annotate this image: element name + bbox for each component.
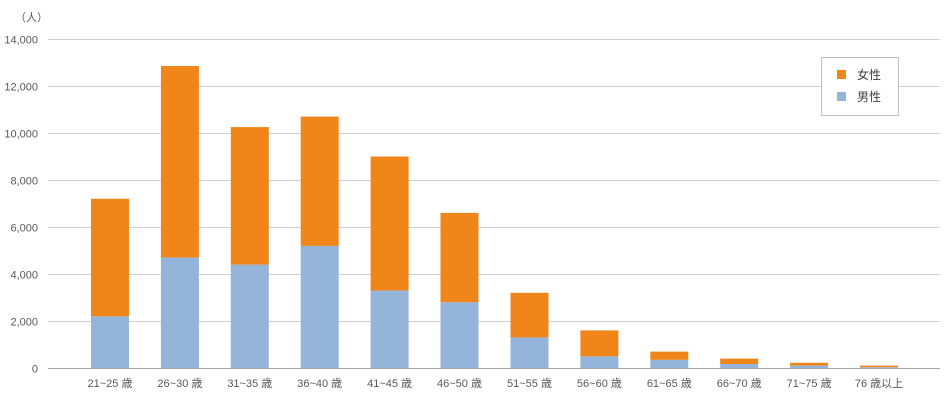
bar-segment-series-1 xyxy=(440,302,479,368)
bar-segment-series-2 xyxy=(720,358,759,364)
bar-stack xyxy=(580,330,619,369)
legend-label: 男性 xyxy=(857,90,881,104)
bar-segment-series-2 xyxy=(650,351,689,360)
bars xyxy=(91,66,898,369)
bar-segment-series-2 xyxy=(860,365,898,368)
bar-segment-series-2 xyxy=(440,212,479,303)
bar-segment-series-1 xyxy=(580,356,619,369)
y-axis-unit-label: （人） xyxy=(15,11,48,24)
bar-segment-series-2 xyxy=(580,330,619,357)
y-tick-label: 2,000 xyxy=(10,317,38,329)
legend-swatch xyxy=(837,70,846,79)
bar-segment-series-1 xyxy=(370,290,409,368)
y-tick-label: 0 xyxy=(32,364,38,376)
bar-segment-series-1 xyxy=(160,257,199,368)
bar-stack xyxy=(860,365,898,368)
bar-stack xyxy=(160,66,199,368)
x-category-label: 26~30 歳 xyxy=(157,377,202,390)
x-category-label: 21~25 歳 xyxy=(88,377,133,390)
y-tick-label: 10,000 xyxy=(4,129,38,141)
x-axis-category-labels: 21~25 歳 26~30 歳 31~35 歳 36~40 歳 41~45 歳 46~50… xyxy=(88,377,904,390)
bar-stack xyxy=(230,127,269,368)
x-category-label: 76 歳以上 xyxy=(855,377,903,390)
bar-segment-series-2 xyxy=(300,116,339,246)
legend-label: 女性 xyxy=(857,67,881,82)
bar-segment-series-2 xyxy=(91,198,129,317)
legend-swatch xyxy=(837,92,846,101)
x-category-label: 41~45 歳 xyxy=(367,377,412,390)
x-category-label: 61~65 歳 xyxy=(647,377,692,390)
x-category-label: 46~50 歳 xyxy=(437,377,482,390)
x-category-label: 36~40 歳 xyxy=(297,377,342,390)
bar-segment-series-1 xyxy=(230,264,269,368)
bar-segment-series-2 xyxy=(510,292,549,338)
bar-stack xyxy=(790,362,829,368)
y-tick-label: 4,000 xyxy=(10,270,38,282)
y-tick-label: 12,000 xyxy=(4,82,38,94)
y-tick-label: 8,000 xyxy=(10,176,38,188)
bar-stack xyxy=(650,351,689,368)
bar-segment-series-2 xyxy=(230,127,269,265)
bar-segment-series-1 xyxy=(300,245,339,368)
x-category-label: 66~70 歳 xyxy=(717,377,762,390)
bar-segment-series-1 xyxy=(510,337,549,368)
x-category-label: 31~35 歳 xyxy=(227,377,272,390)
x-category-label: 56~60 歳 xyxy=(577,377,622,390)
y-tick-label: 14,000 xyxy=(4,35,38,47)
y-tick-label: 6,000 xyxy=(10,223,38,235)
bar-segment-series-1 xyxy=(91,316,129,368)
bar-segment-series-2 xyxy=(160,66,199,258)
bar-stack xyxy=(300,116,339,368)
bar-segment-series-2 xyxy=(370,156,409,291)
y-axis-tick-labels: 0 2,000 4,000 6,000 8,000 10,000 12,000 14,000 xyxy=(4,35,38,376)
bar-segment-series-2 xyxy=(790,362,829,366)
bar-stack xyxy=(440,212,479,368)
x-category-label: 51~55 歳 xyxy=(507,377,552,390)
bar-segment-series-1 xyxy=(720,364,759,368)
bar-stack xyxy=(370,156,409,368)
bar-segment-series-1 xyxy=(860,367,898,368)
bar-segment-series-1 xyxy=(790,365,829,368)
bar-stack xyxy=(510,292,549,368)
legend-box xyxy=(821,57,899,116)
x-category-label: 71~75 歳 xyxy=(787,377,832,390)
bar-segment-series-1 xyxy=(650,359,689,368)
bar-stack xyxy=(720,358,759,368)
bar-stack xyxy=(91,198,129,368)
